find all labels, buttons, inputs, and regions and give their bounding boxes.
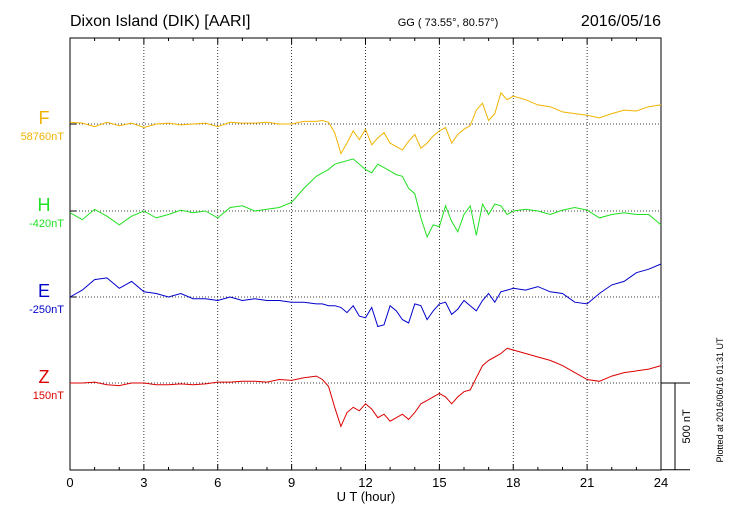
series-name-f: F xyxy=(39,108,50,128)
x-tick-label: 24 xyxy=(654,475,668,490)
x-tick-label: 15 xyxy=(432,475,446,490)
x-tick-label: 18 xyxy=(506,475,520,490)
station-coords: GG ( 73.55°, 80.57°) xyxy=(398,17,499,29)
x-tick-label: 9 xyxy=(288,475,295,490)
series-name-h: H xyxy=(38,195,51,215)
x-axis-ticks: 0 3 6 9 12 15 18 21 24 xyxy=(66,38,668,490)
series-baseline-e: -250nT xyxy=(29,304,64,316)
series-name-z: Z xyxy=(39,367,50,387)
series-baseline-z: 150nT xyxy=(33,390,64,402)
series-line-z xyxy=(70,347,662,428)
x-tick-label: 6 xyxy=(214,475,221,490)
plot-date: 2016/05/16 xyxy=(581,13,661,30)
scale-bar-label: 500 nT xyxy=(681,409,693,444)
scale-bar: 500 nT xyxy=(661,382,693,471)
series-lines xyxy=(69,91,662,428)
series-line-e xyxy=(69,263,662,328)
series-line-h xyxy=(69,158,662,239)
x-tick-label: 0 xyxy=(66,475,73,490)
series-name-e: E xyxy=(38,281,50,301)
grid-lines xyxy=(70,38,661,470)
series-labels: F 58760nT H -420nT E -250nT Z 150nT xyxy=(21,108,65,402)
x-tick-label: 12 xyxy=(358,475,372,490)
x-tick-label: 3 xyxy=(140,475,147,490)
series-baseline-f: 58760nT xyxy=(21,131,65,143)
station-title: Dixon Island (DIK) [AARI] xyxy=(70,13,251,30)
x-axis-title: U T (hour) xyxy=(337,489,396,504)
plotted-at-note: Plotted at 2016/06/16 01:31 UT xyxy=(715,337,725,463)
series-line-f xyxy=(69,91,662,155)
x-tick-label: 21 xyxy=(580,475,594,490)
series-baseline-h: -420nT xyxy=(29,218,64,230)
